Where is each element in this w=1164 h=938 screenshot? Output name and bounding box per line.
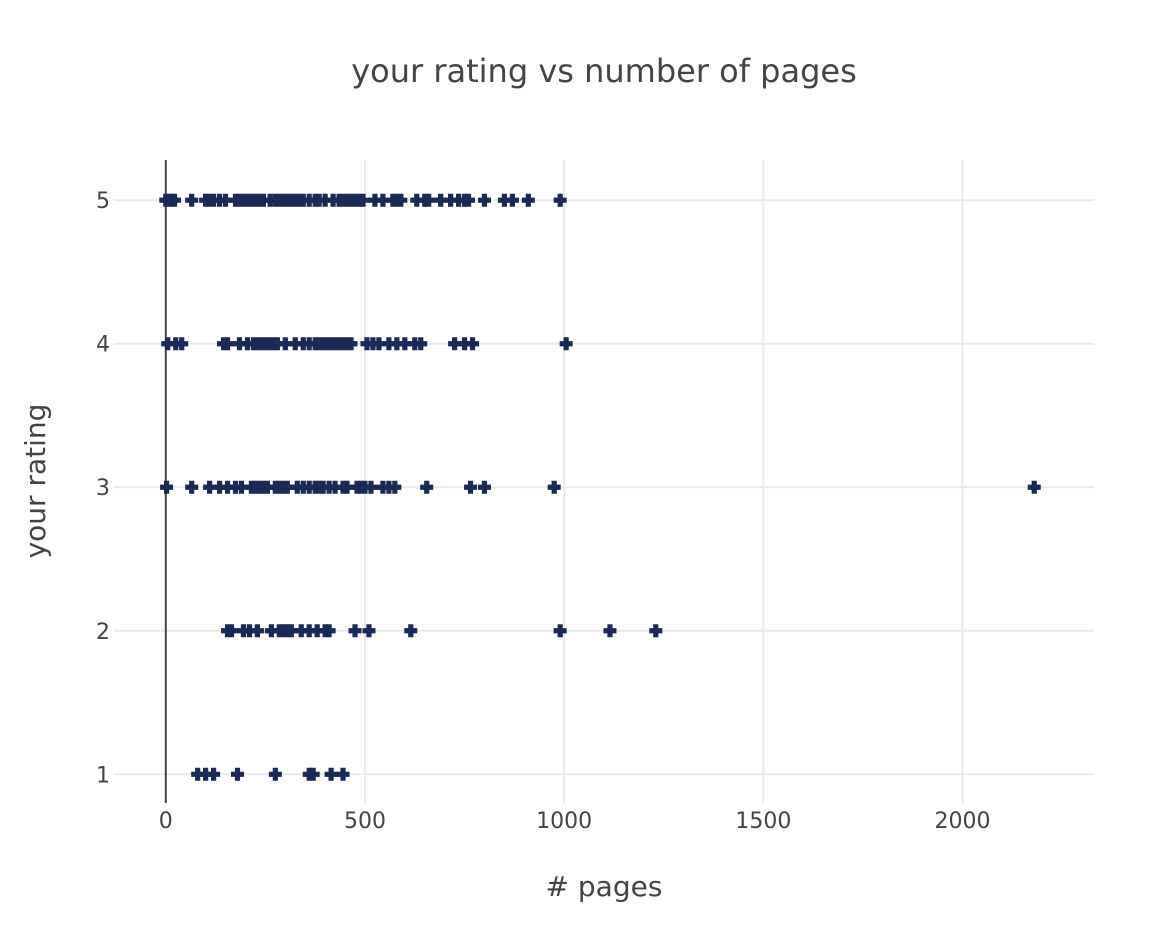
- data-point: [388, 480, 402, 494]
- data-point: [364, 480, 378, 494]
- data-point: [444, 193, 458, 207]
- data-point: [603, 624, 617, 638]
- data-point: [288, 337, 302, 351]
- data-point: [404, 624, 418, 638]
- data-point: [458, 337, 472, 351]
- axes: 0 500 1000 1500 2000 1 2 3 4 5: [96, 160, 991, 834]
- data-point: [270, 337, 284, 351]
- data-point: [260, 480, 274, 494]
- data-point: [394, 193, 408, 207]
- data-point: [414, 337, 428, 351]
- data-point: [328, 480, 342, 494]
- data-point: [448, 337, 462, 351]
- data-point: [284, 624, 298, 638]
- data-point: [207, 767, 221, 781]
- data-point: [294, 624, 308, 638]
- data-points: [159, 193, 1041, 781]
- data-point: [234, 480, 248, 494]
- data-point: [322, 624, 336, 638]
- x-tick-label: 1000: [536, 809, 592, 834]
- data-point: [356, 193, 370, 207]
- data-point: [382, 337, 396, 351]
- data-point: [547, 480, 561, 494]
- data-point: [390, 337, 404, 351]
- data-point: [221, 337, 235, 351]
- data-point: [221, 480, 235, 494]
- data-point: [434, 193, 448, 207]
- data-point: [213, 480, 227, 494]
- x-tick-label: 2000: [935, 809, 991, 834]
- data-point: [362, 624, 376, 638]
- data-point: [264, 624, 278, 638]
- data-point: [168, 193, 182, 207]
- x-tick-label: 0: [159, 809, 173, 834]
- data-point: [160, 480, 174, 494]
- data-point: [505, 193, 519, 207]
- data-point: [199, 767, 213, 781]
- data-point: [185, 480, 199, 494]
- chart-title: your rating vs number of pages: [351, 52, 857, 90]
- data-point: [191, 767, 205, 781]
- data-point: [256, 193, 270, 207]
- data-point: [462, 193, 476, 207]
- x-axis-title: # pages: [546, 870, 663, 903]
- data-point: [521, 193, 535, 207]
- data-point: [175, 337, 189, 351]
- y-axis-title: your rating: [19, 404, 52, 559]
- data-point: [161, 337, 175, 351]
- data-point: [310, 624, 324, 638]
- data-point: [280, 480, 294, 494]
- data-point: [376, 193, 390, 207]
- data-point: [410, 193, 424, 207]
- data-point: [559, 337, 573, 351]
- data-point: [372, 337, 386, 351]
- data-point: [398, 337, 412, 351]
- data-point: [422, 193, 436, 207]
- data-point: [649, 624, 663, 638]
- data-point: [420, 480, 434, 494]
- data-point: [464, 480, 478, 494]
- data-point: [340, 480, 354, 494]
- data-point: [278, 337, 292, 351]
- data-point: [242, 624, 256, 638]
- data-point: [232, 337, 246, 351]
- data-point: [268, 767, 282, 781]
- y-tick-label: 4: [96, 333, 110, 358]
- data-point: [553, 193, 567, 207]
- data-point: [203, 480, 217, 494]
- data-point: [185, 193, 199, 207]
- data-point: [318, 193, 332, 207]
- data-point: [306, 767, 320, 781]
- data-point: [368, 193, 382, 207]
- data-point: [230, 767, 244, 781]
- data-point: [324, 767, 338, 781]
- data-point: [250, 624, 264, 638]
- data-point: [336, 767, 350, 781]
- data-point: [477, 480, 491, 494]
- x-tick-label: 1500: [735, 809, 791, 834]
- data-point: [302, 624, 316, 638]
- y-tick-label: 1: [96, 763, 110, 788]
- data-point: [344, 337, 358, 351]
- y-tick-label: 2: [96, 620, 110, 645]
- y-tick-label: 5: [96, 189, 110, 214]
- x-tick-label: 500: [344, 809, 386, 834]
- data-point: [225, 624, 239, 638]
- data-point: [497, 193, 511, 207]
- data-point: [466, 337, 480, 351]
- data-point: [553, 624, 567, 638]
- y-tick-label: 3: [96, 476, 110, 501]
- data-point: [477, 193, 491, 207]
- data-point: [219, 193, 233, 207]
- data-point: [348, 624, 362, 638]
- data-point: [1027, 480, 1041, 494]
